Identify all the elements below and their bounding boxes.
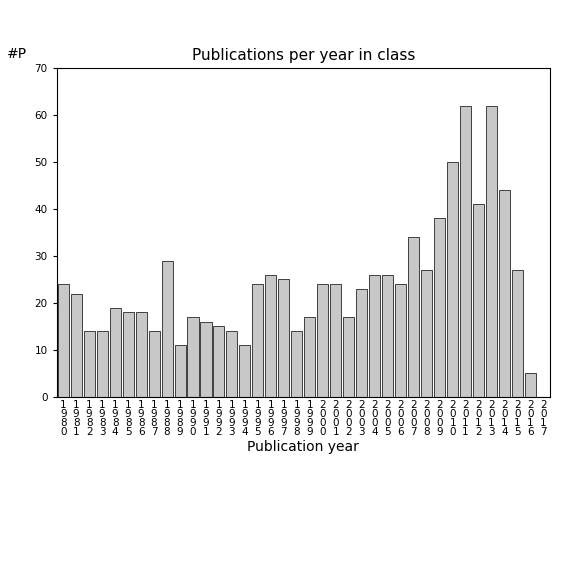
Text: #P: #P — [7, 48, 27, 61]
X-axis label: Publication year: Publication year — [247, 440, 359, 454]
Bar — [109, 308, 121, 397]
Bar — [291, 331, 302, 397]
Bar — [486, 105, 497, 397]
Bar — [473, 204, 484, 397]
Bar — [136, 312, 147, 397]
Bar — [408, 237, 419, 397]
Bar — [84, 331, 95, 397]
Bar — [239, 345, 251, 397]
Bar — [162, 261, 172, 397]
Bar — [525, 374, 536, 397]
Bar — [512, 270, 523, 397]
Bar — [421, 270, 432, 397]
Title: Publications per year in class: Publications per year in class — [192, 48, 415, 63]
Bar — [356, 289, 367, 397]
Bar — [460, 105, 471, 397]
Bar — [499, 190, 510, 397]
Bar — [278, 280, 289, 397]
Bar — [149, 331, 159, 397]
Bar — [71, 294, 82, 397]
Bar — [304, 317, 315, 397]
Bar — [318, 284, 328, 397]
Bar — [226, 331, 238, 397]
Bar — [265, 275, 276, 397]
Bar — [122, 312, 134, 397]
Bar — [58, 284, 69, 397]
Bar — [188, 317, 198, 397]
Bar — [447, 162, 458, 397]
Bar — [395, 284, 406, 397]
Bar — [213, 327, 225, 397]
Bar — [343, 317, 354, 397]
Bar — [201, 321, 211, 397]
Bar — [175, 345, 185, 397]
Bar — [434, 218, 445, 397]
Bar — [369, 275, 380, 397]
Bar — [331, 284, 341, 397]
Bar — [382, 275, 393, 397]
Bar — [252, 284, 264, 397]
Bar — [96, 331, 108, 397]
